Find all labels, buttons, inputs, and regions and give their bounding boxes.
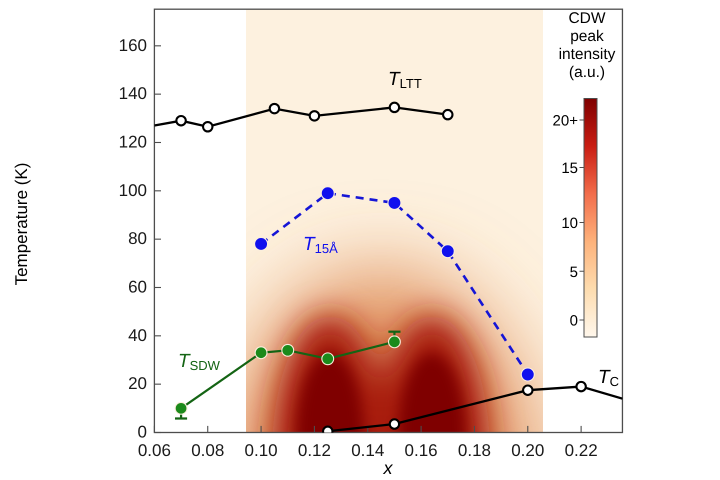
- svg-text:40: 40: [128, 326, 147, 345]
- svg-text:0.22: 0.22: [565, 441, 598, 460]
- svg-text:80: 80: [128, 229, 147, 248]
- svg-text:0.12: 0.12: [298, 441, 331, 460]
- svg-text:Temperature (K): Temperature (K): [12, 163, 31, 286]
- svg-text:20: 20: [128, 374, 147, 393]
- svg-text:140: 140: [119, 84, 147, 103]
- svg-text:0.14: 0.14: [351, 441, 384, 460]
- svg-text:60: 60: [128, 277, 147, 296]
- svg-text:0.20: 0.20: [511, 441, 544, 460]
- svg-text:0.06: 0.06: [138, 441, 171, 460]
- svg-text:160: 160: [119, 36, 147, 55]
- svg-text:0: 0: [570, 313, 578, 330]
- svg-text:CDW: CDW: [568, 10, 605, 27]
- svg-text:0.08: 0.08: [191, 441, 224, 460]
- svg-text:120: 120: [119, 132, 147, 151]
- svg-text:0.10: 0.10: [245, 441, 278, 460]
- svg-text:20+: 20+: [553, 113, 579, 130]
- svg-text:(a.u.): (a.u.): [569, 64, 605, 81]
- svg-text:10: 10: [561, 215, 578, 232]
- svg-text:0.16: 0.16: [405, 441, 438, 460]
- svg-text:peak: peak: [570, 28, 604, 45]
- svg-text:100: 100: [119, 181, 147, 200]
- svg-text:0.18: 0.18: [458, 441, 491, 460]
- svg-text:intensity: intensity: [559, 46, 616, 63]
- svg-text:x: x: [383, 458, 394, 478]
- svg-text:15: 15: [561, 160, 578, 177]
- svg-text:0: 0: [138, 423, 147, 442]
- svg-text:5: 5: [570, 264, 578, 281]
